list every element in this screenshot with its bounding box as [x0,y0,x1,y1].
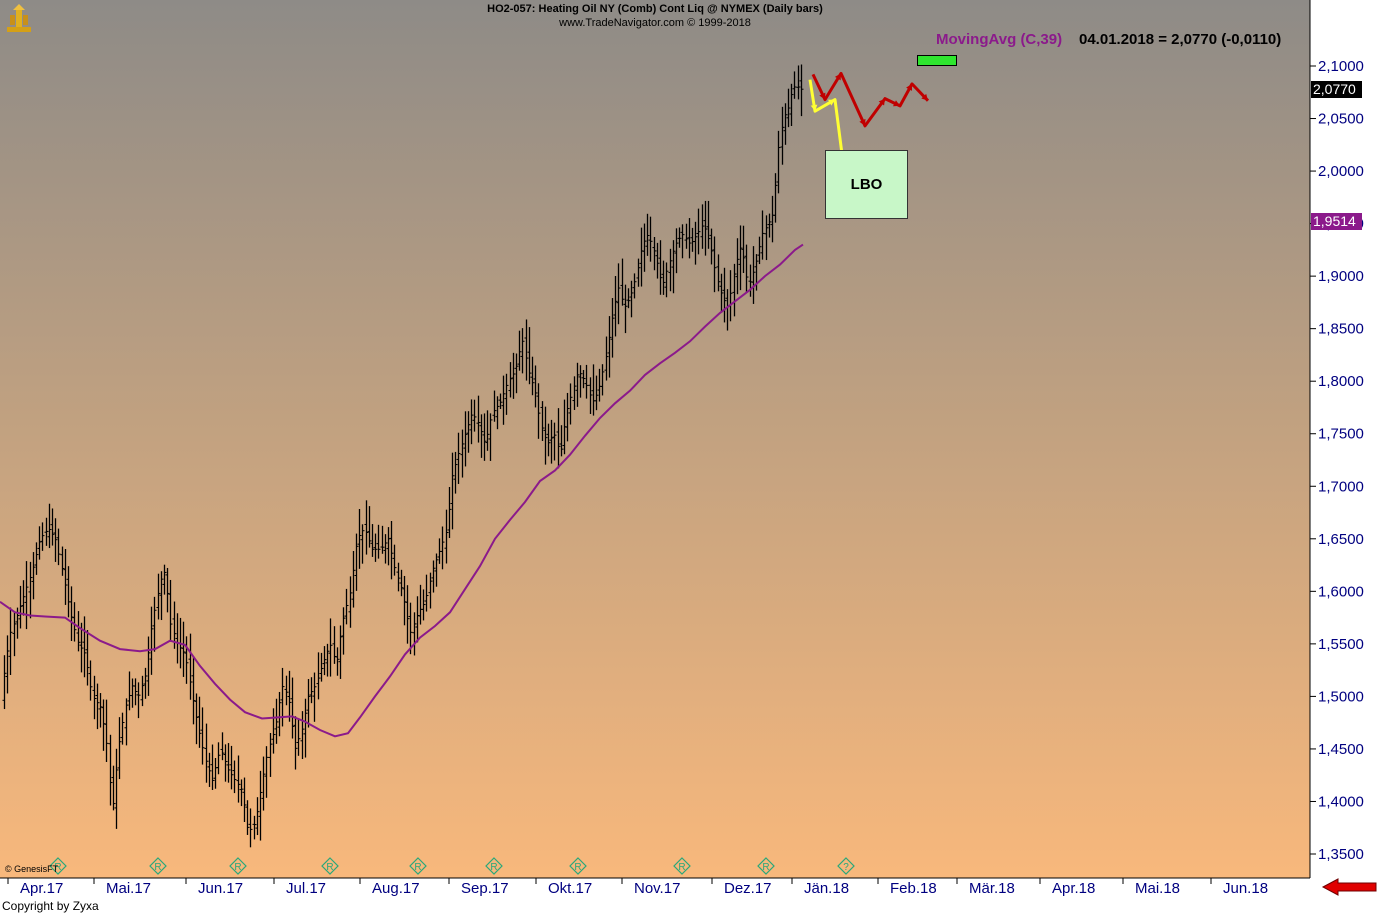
y-tick-label: 1,3500 [1318,846,1364,863]
x-tick-label: Jän.18 [804,880,849,897]
moving-average-price-tag: 1,9514 [1311,213,1362,230]
x-tick-label: Mai.17 [106,880,151,897]
roll-marker-icon [409,857,427,875]
y-tick-label: 1,9000 [1318,268,1364,285]
y-tick-label: 2,0000 [1318,163,1364,180]
y-tick-label: 2,1000 [1318,58,1364,75]
roll-marker-icon [757,857,775,875]
green-marker [917,55,957,66]
y-tick-label: 2,0500 [1318,111,1364,128]
x-axis-ticks: Apr.17 Mai.17 Jun.17 Jul.17 Aug.17 Sep.17 Okt.… [7,878,1268,897]
forecast-arrowhead-icon [906,83,913,91]
forecast-arrowhead-icon [921,93,928,101]
forecast-arrowhead-icon [893,100,900,107]
roll-marker-icon [837,857,855,875]
forecast-arrowhead-icon [878,98,885,106]
roll-marker-icon [49,857,67,875]
roll-marker-label: R [54,862,61,873]
y-tick-label: 1,7500 [1318,426,1364,443]
indicator-value: 04.01.2018 = 2,0770 (-0,0110) [1079,31,1282,48]
x-tick-label: Nov.17 [634,880,680,897]
x-tick-label: Mai.18 [1135,880,1180,897]
logo-icon [7,4,31,32]
x-tick-label: Apr.18 [1052,880,1095,897]
roll-marker-icon [229,857,247,875]
forecast-arrowhead-icon [834,73,841,81]
roll-marker-label: R [414,862,421,873]
indicator-label: MovingAvg (C,39) [936,31,1063,48]
chart-title: HO2-057: Heating Oil NY (Comb) Cont Liq … [487,3,823,15]
x-tick-label: Sep.17 [461,880,509,897]
x-tick-label: Okt.17 [548,880,592,897]
x-tick-label: Jul.17 [286,880,326,897]
x-tick-label: Aug.17 [372,880,420,897]
roll-marker-icon [149,857,167,875]
roll-marker-icon [485,857,503,875]
y-tick-label: 1,8000 [1318,373,1364,390]
roll-marker-icon [673,857,691,875]
roll-markers: R R R R R R R R R? [49,857,855,875]
y-tick-label: 1,7000 [1318,478,1364,495]
ohlc-bars [2,64,804,848]
x-tick-label: Jun.17 [198,880,243,897]
roll-marker-label: R [326,862,333,873]
roll-marker-label: R [234,862,241,873]
lbo-annotation-label: LBO [850,176,883,193]
roll-marker-label: R [762,862,769,873]
x-tick-label: Feb.18 [890,880,937,897]
y-tick-label: 1,6000 [1318,583,1364,600]
y-tick-label: 1,4500 [1318,741,1364,758]
y-tick-label: 1,4000 [1318,793,1364,810]
bottom-axis-background [0,878,1310,898]
x-tick-label: Jun.18 [1223,880,1268,897]
y-tick-label: 1,6500 [1318,531,1364,548]
moving-average-line [0,243,804,738]
watermark-text: © GenesisFT [5,864,59,874]
y-tick-label: 1,5500 [1318,636,1364,653]
roll-marker-label: R [154,862,161,873]
copyright-text: Copyright by Zyxa [2,899,99,913]
roll-marker-icon [321,857,339,875]
x-tick-label: Mär.18 [969,880,1015,897]
lbo-annotation-box: LBO [825,150,908,219]
forecast-arrowhead-icon [828,99,835,106]
chart-subtitle: www.TradeNavigator.com © 1999-2018 [559,17,751,29]
right-axis-background [1310,0,1385,914]
forecast-arrowhead-icon [819,92,826,100]
red-scroll-arrow-icon [1321,878,1377,896]
plot-background [0,0,1310,878]
roll-marker-label: ? [843,862,849,873]
forecast-arrowhead-icon [810,104,818,112]
forecast-yellow-path [808,79,847,178]
roll-marker-label: R [490,862,497,873]
roll-marker-icon [569,857,587,875]
last-price-tag: 2,0770 [1311,81,1362,98]
y-tick-label: 1,5000 [1318,688,1364,705]
forecast-arrowhead-icon [859,118,866,126]
roll-marker-label: R [574,862,581,873]
roll-marker-label: R [678,862,685,873]
x-tick-label: Apr.17 [20,880,63,897]
x-tick-label: Dez.17 [724,880,772,897]
y-tick-label: 1,8500 [1318,321,1364,338]
